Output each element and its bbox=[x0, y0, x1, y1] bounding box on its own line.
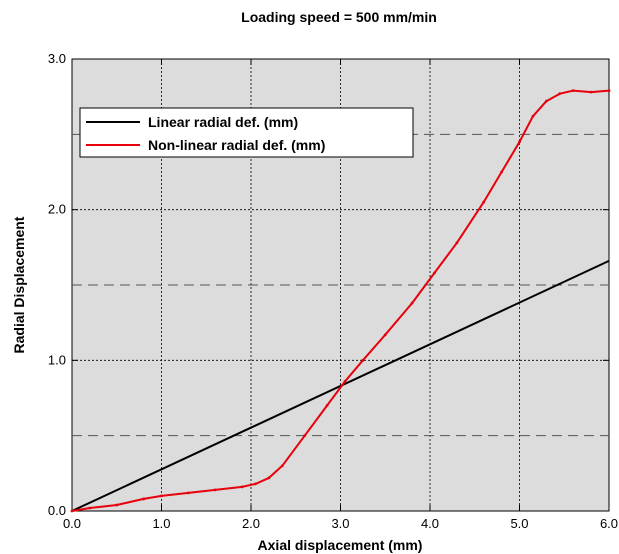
x-axis-label: Axial displacement (mm) bbox=[258, 537, 423, 553]
x-tick-label-2: 2.0 bbox=[242, 516, 260, 531]
y-axis-label: Radial Displacement bbox=[11, 216, 27, 353]
series-point-1-27 bbox=[607, 89, 611, 93]
series-point-1-21 bbox=[518, 140, 521, 144]
legend-box bbox=[79, 107, 414, 158]
series-point-1-6 bbox=[213, 488, 217, 492]
series-point-1-12 bbox=[325, 404, 329, 407]
series-point-1-19 bbox=[482, 200, 486, 204]
series-point-1-13 bbox=[343, 380, 347, 383]
x-tick-label-4: 4.0 bbox=[421, 516, 439, 531]
x-tick-label-1: 1.0 bbox=[152, 516, 170, 531]
series-point-1-14 bbox=[361, 358, 365, 362]
series-point-1-26 bbox=[589, 90, 593, 94]
x-tick-label-3: 3.0 bbox=[331, 516, 349, 531]
series-point-1-18 bbox=[455, 241, 459, 245]
x-tick-label-6: 6.0 bbox=[600, 516, 618, 531]
series-point-1-1 bbox=[88, 506, 92, 510]
series-layer bbox=[70, 89, 611, 513]
legend-label-nonlinear: Non-linear radial def. (mm) bbox=[148, 137, 325, 153]
series-point-1-16 bbox=[410, 301, 414, 305]
chart-title: Loading speed = 500 mm/min bbox=[241, 9, 437, 25]
x-tick-label-5: 5.0 bbox=[510, 516, 528, 531]
series-point-1-24 bbox=[558, 92, 562, 96]
y-tick-label-1: 1.0 bbox=[48, 352, 66, 367]
legend: Linear radial def. (mm) Non-linear radia… bbox=[79, 107, 414, 158]
series-point-1-25 bbox=[571, 89, 575, 93]
series-point-1-9 bbox=[267, 476, 271, 480]
series-point-1-7 bbox=[240, 485, 244, 489]
series-point-1-5 bbox=[186, 491, 190, 495]
series-point-1-23 bbox=[544, 99, 548, 103]
series-point-1-20 bbox=[500, 170, 503, 174]
x-tick-label-0: 0.0 bbox=[63, 516, 81, 531]
y-tick-label-2: 2.0 bbox=[48, 202, 66, 217]
legend-label-linear: Linear radial def. (mm) bbox=[148, 114, 298, 130]
series-point-1-15 bbox=[383, 333, 387, 337]
series-line-1 bbox=[71, 89, 610, 512]
y-tick-label-3: 3.0 bbox=[48, 51, 66, 66]
series-point-1-0 bbox=[70, 509, 74, 513]
series-point-1-8 bbox=[254, 482, 257, 486]
series-point-1-22 bbox=[531, 114, 535, 118]
series-point-1-2 bbox=[115, 503, 119, 507]
series-point-1-4 bbox=[160, 494, 163, 498]
axes: 0.0 1.0 2.0 3.0 4.0 5.0 6.0 0.0 1.0 2.0 3.0 bbox=[48, 51, 618, 531]
series-point-1-10 bbox=[280, 464, 284, 468]
y-tick-label-0: 0.0 bbox=[48, 503, 66, 518]
series-point-1-17 bbox=[433, 271, 436, 275]
series-point-1-11 bbox=[303, 434, 307, 438]
series-point-1-3 bbox=[142, 497, 146, 501]
